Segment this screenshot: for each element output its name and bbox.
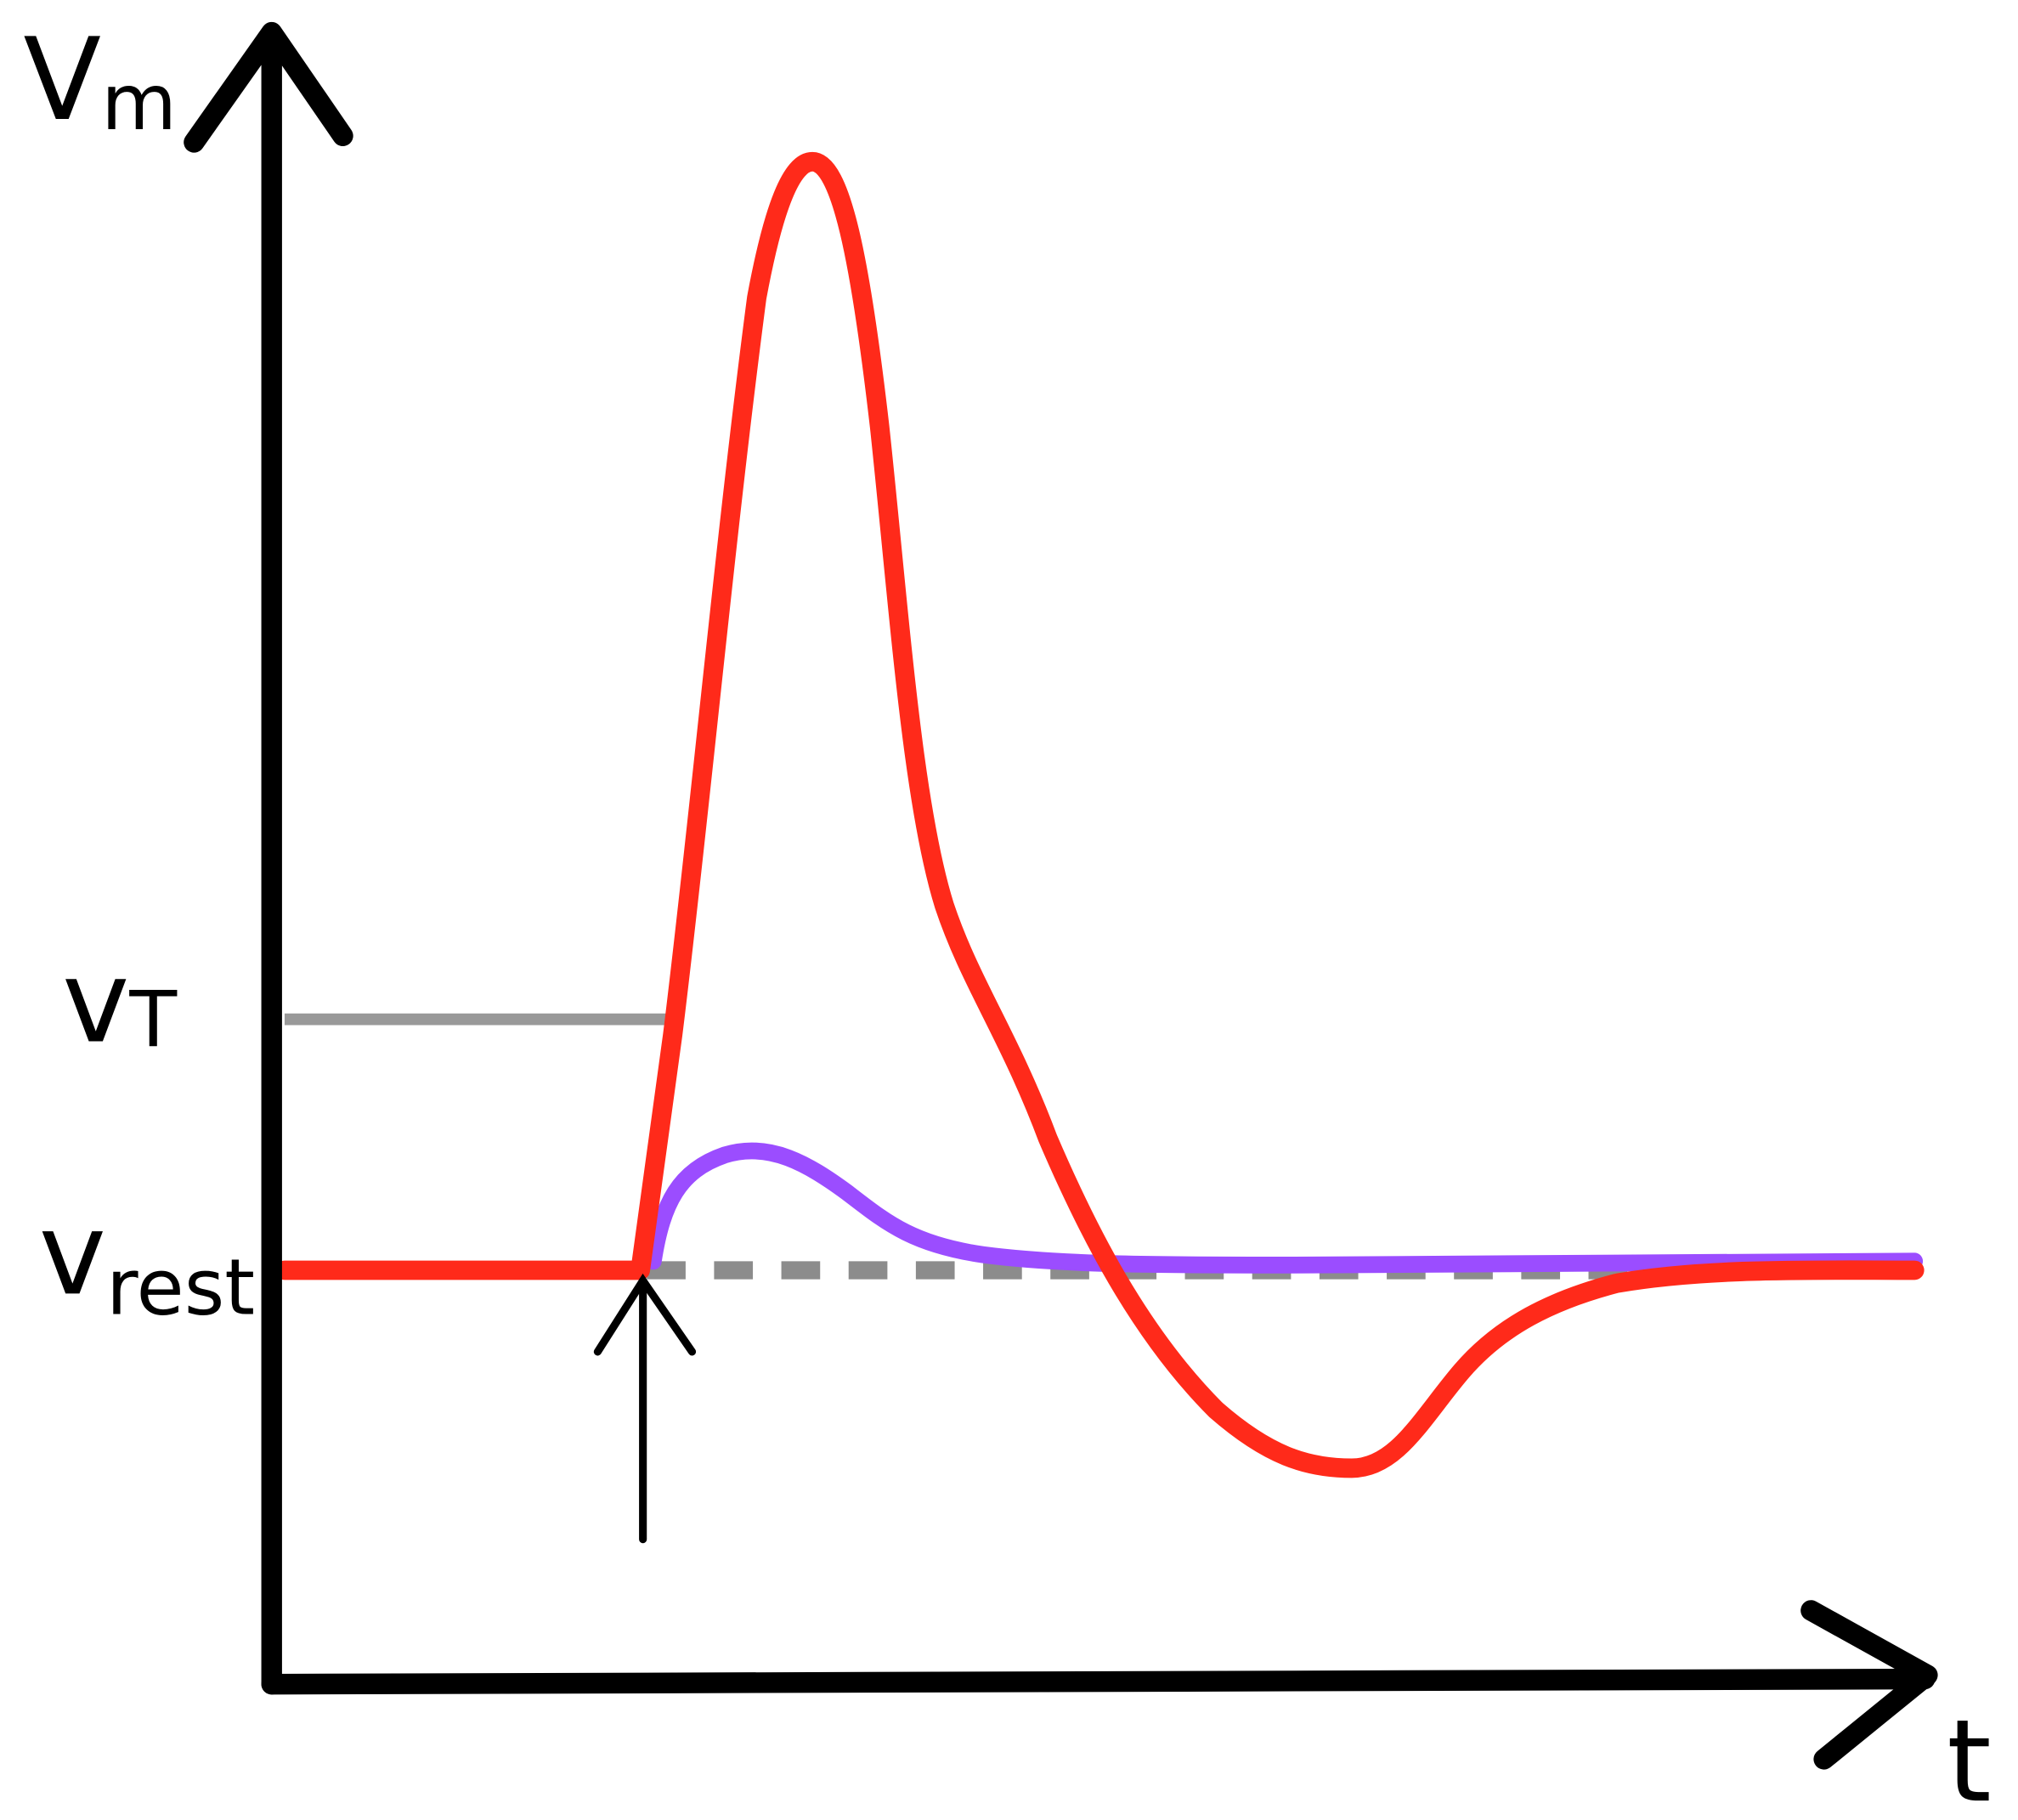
- x-axis: [261, 1668, 1936, 1695]
- x-axis-label: t: [1947, 1695, 1992, 1820]
- stimulus-arrow: [593, 1273, 697, 1544]
- threshold-label: vT: [62, 936, 178, 1069]
- rest-label: vrest: [39, 1188, 255, 1332]
- subthreshold-curve: [644, 1142, 1924, 1274]
- axes: [184, 21, 1938, 1770]
- y-axis-arrowhead: [184, 21, 353, 153]
- x-axis-arrowhead: [1800, 1600, 1938, 1770]
- y-axis-label: Vm: [23, 14, 177, 148]
- action-potential-curve: [274, 151, 1925, 1478]
